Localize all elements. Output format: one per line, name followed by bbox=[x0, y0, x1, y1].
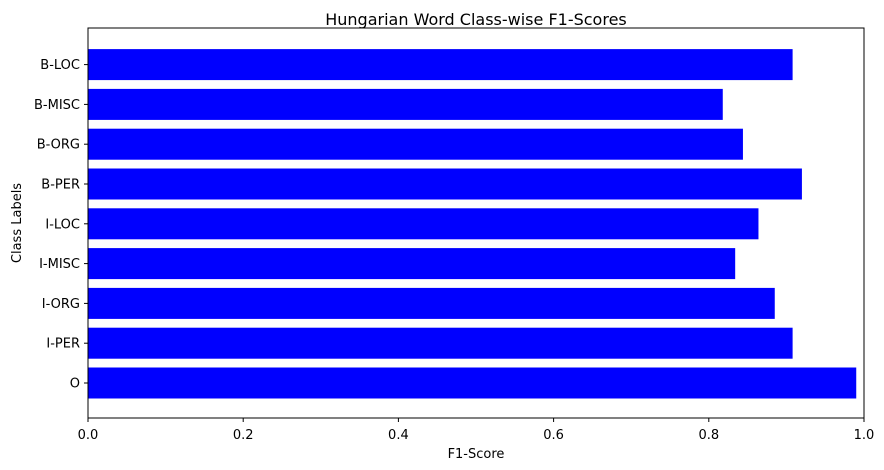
bar-o bbox=[88, 367, 857, 399]
x-tick-label: 0.2 bbox=[233, 428, 254, 443]
bar-b-org bbox=[88, 128, 743, 160]
y-tick-label: I-PER bbox=[46, 337, 80, 352]
chart-title: Hungarian Word Class-wise F1-Scores bbox=[325, 10, 627, 29]
x-tick-label: 0.6 bbox=[543, 428, 564, 443]
x-axis-label: F1-Score bbox=[448, 447, 505, 462]
y-tick-label: B-MISC bbox=[34, 98, 80, 113]
bar-i-loc bbox=[88, 208, 759, 240]
x-tick-label: 0.0 bbox=[78, 428, 99, 443]
bar-b-loc bbox=[88, 49, 793, 81]
bar-b-misc bbox=[88, 88, 723, 120]
bar-i-misc bbox=[88, 248, 736, 280]
y-tick-label: O bbox=[70, 377, 80, 392]
x-axis-ticks: 0.0 0.2 0.4 0.6 0.8 1.0 bbox=[78, 418, 875, 443]
bars-group bbox=[88, 49, 857, 399]
y-tick-label: B-ORG bbox=[37, 138, 80, 153]
y-tick-label: I-ORG bbox=[42, 297, 80, 312]
y-tick-label: B-PER bbox=[41, 178, 80, 193]
bar-i-org bbox=[88, 287, 775, 319]
plot-frame bbox=[87, 27, 865, 419]
y-tick-label: B-LOC bbox=[40, 58, 80, 73]
x-tick-label: 1.0 bbox=[854, 428, 875, 443]
x-tick-label: 0.4 bbox=[388, 428, 409, 443]
x-tick-label: 0.8 bbox=[698, 428, 719, 443]
bar-i-per bbox=[88, 327, 793, 359]
y-axis-ticks: O I-PER I-ORG I-MISC I-LOC B-PER B-ORG B-MISC B-… bbox=[34, 58, 88, 392]
y-axis-label: Class Labels bbox=[10, 183, 25, 263]
y-tick-label: I-LOC bbox=[45, 217, 80, 232]
y-tick-label: I-MISC bbox=[39, 257, 80, 272]
bar-b-per bbox=[88, 168, 802, 200]
